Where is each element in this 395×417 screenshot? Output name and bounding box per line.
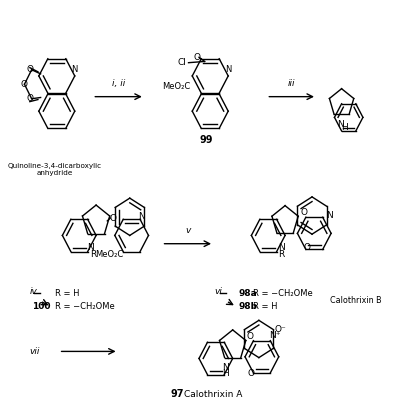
Text: 97: 97 [171, 389, 184, 399]
Text: N⁺: N⁺ [269, 331, 280, 340]
Text: O: O [303, 244, 310, 252]
Text: N: N [138, 212, 145, 221]
Text: O: O [109, 214, 117, 223]
Text: N: N [278, 243, 285, 251]
Text: 100: 100 [32, 302, 51, 311]
Text: R = H: R = H [55, 289, 79, 298]
Text: 98b: 98b [238, 302, 257, 311]
Text: N: N [222, 364, 229, 372]
Text: R: R [90, 249, 96, 259]
Text: H: H [222, 369, 229, 378]
Text: Quinoline-3,4-dicarboxylic
anhydride: Quinoline-3,4-dicarboxylic anhydride [8, 163, 102, 176]
Text: R = −CH₂OMe: R = −CH₂OMe [55, 302, 115, 311]
Text: Calothrixin A: Calothrixin A [184, 389, 243, 399]
Text: R = H: R = H [253, 302, 278, 311]
Text: N: N [71, 65, 78, 75]
Text: iv: iv [30, 287, 38, 296]
Text: 99: 99 [200, 135, 213, 145]
Text: i, ii: i, ii [112, 79, 125, 88]
Text: v: v [185, 226, 190, 236]
Text: Calothrixin B: Calothrixin B [330, 296, 382, 305]
Text: O: O [246, 332, 253, 342]
Text: 98a: 98a [238, 289, 257, 298]
Text: O: O [300, 208, 307, 217]
Text: R = −CH₂OMe: R = −CH₂OMe [253, 289, 313, 298]
Text: MeO₂C: MeO₂C [95, 249, 123, 259]
Text: N: N [225, 65, 231, 75]
Text: Cl: Cl [178, 58, 186, 67]
Text: N: N [87, 244, 94, 252]
Text: O⁻: O⁻ [275, 325, 287, 334]
Text: iii: iii [288, 79, 295, 88]
Text: N: N [337, 121, 344, 129]
Text: N: N [326, 211, 333, 220]
Text: vi: vi [214, 287, 222, 296]
Text: H: H [341, 123, 348, 132]
Text: MeO₂C: MeO₂C [162, 82, 191, 91]
Text: O: O [26, 65, 33, 74]
Text: O: O [248, 369, 255, 378]
Text: R: R [278, 249, 284, 259]
Text: O: O [26, 94, 33, 103]
Text: O: O [21, 80, 28, 89]
Text: O: O [194, 53, 201, 62]
Text: vii: vii [30, 347, 40, 356]
